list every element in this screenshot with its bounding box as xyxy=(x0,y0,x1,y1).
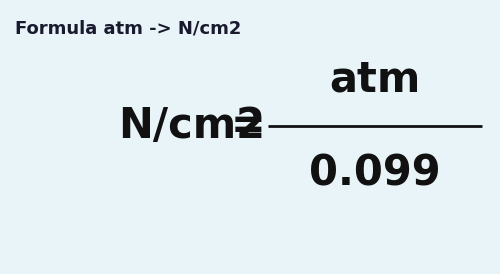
Text: Formula atm -> N/cm2: Formula atm -> N/cm2 xyxy=(15,19,241,37)
Text: 0.099: 0.099 xyxy=(309,153,441,195)
Text: N/cm2: N/cm2 xyxy=(118,105,265,147)
Text: =: = xyxy=(230,105,266,147)
Text: atm: atm xyxy=(330,59,420,101)
